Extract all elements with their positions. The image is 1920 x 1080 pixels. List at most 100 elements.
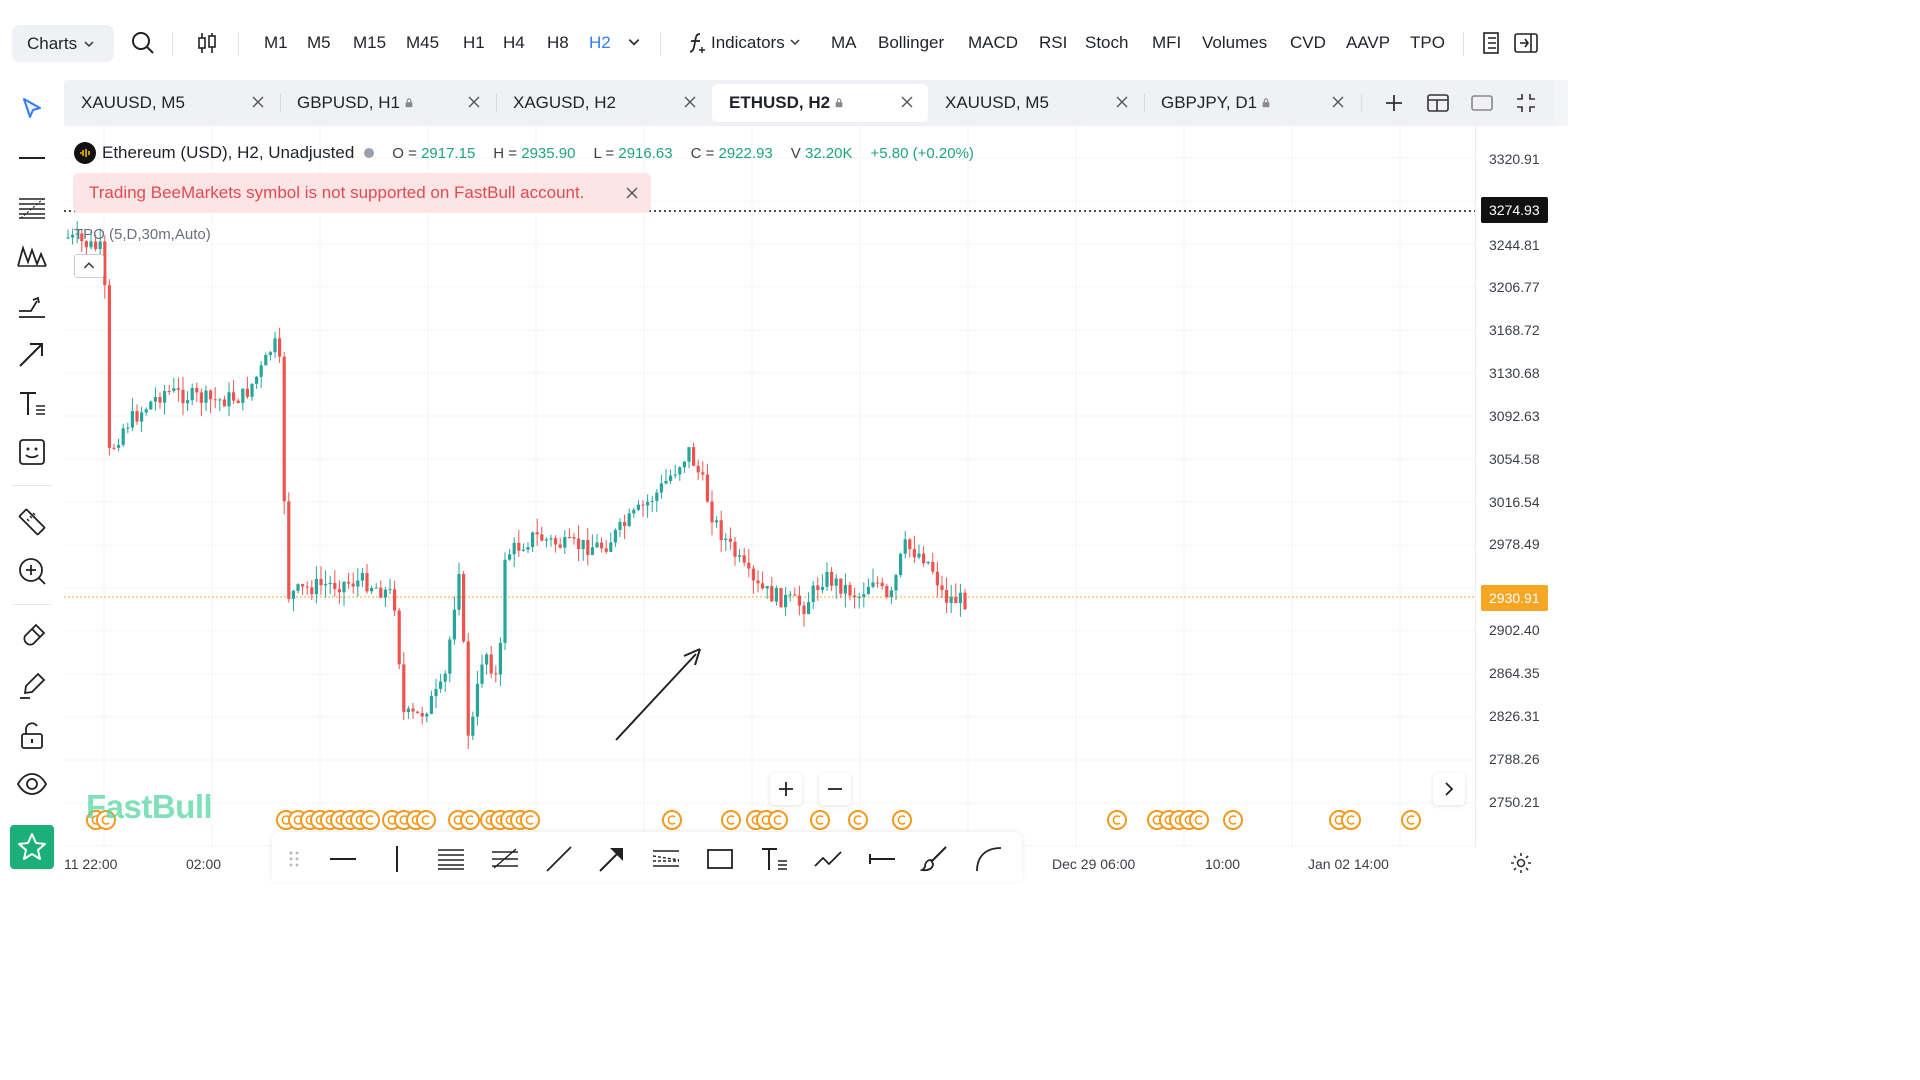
magnet-icon[interactable] xyxy=(16,621,48,653)
indicator-macd[interactable]: MACD xyxy=(968,33,1019,52)
text-tool-icon[interactable] xyxy=(759,844,789,874)
price-axis[interactable]: 3320.91 3244.81 3206.77 3168.72 3130.68 … xyxy=(1475,126,1568,848)
event-marker-icon[interactable] xyxy=(721,810,741,830)
indicator-stoch[interactable]: Stoch xyxy=(1085,33,1129,52)
indicator-cvd[interactable]: CVD xyxy=(1290,33,1326,52)
zoom-in-icon[interactable] xyxy=(16,555,48,587)
price-range-icon[interactable] xyxy=(867,844,897,874)
arc-icon[interactable] xyxy=(974,844,1004,874)
indicator-mfi[interactable]: MFI xyxy=(1152,33,1182,52)
candlestick-type-icon[interactable] xyxy=(194,30,220,56)
polyline-icon[interactable] xyxy=(813,844,843,874)
layout-icon[interactable] xyxy=(1427,92,1449,114)
tab-xauusd-m5[interactable]: XAUUSD, M5 xyxy=(64,84,279,122)
window-icon[interactable] xyxy=(1471,92,1493,114)
indicator-bollinger[interactable]: Bollinger xyxy=(878,33,945,52)
timeframe-m1[interactable]: M1 xyxy=(264,33,288,52)
fibonacci-icon[interactable] xyxy=(436,844,466,874)
indicator-rsi[interactable]: RSI xyxy=(1039,33,1068,52)
tab-gbpusd-h1[interactable]: GBPUSD, H1 xyxy=(280,84,495,122)
timeframe-m5[interactable]: M5 xyxy=(307,33,331,52)
tab-xauusd-m5-2[interactable]: XAUUSD, M5 xyxy=(928,84,1143,122)
tab-gbpjpy-d1[interactable]: GBPJPY, D1 xyxy=(1144,84,1359,122)
event-marker-icon[interactable] xyxy=(460,810,480,830)
event-marker-icon[interactable] xyxy=(848,810,868,830)
zoom-in-button[interactable] xyxy=(770,773,802,805)
lock-drawings-icon[interactable] xyxy=(16,720,48,752)
indicator-aavp[interactable]: AAVP xyxy=(1346,33,1391,52)
drawing-mode-icon[interactable] xyxy=(16,670,48,702)
arrow-tool-icon[interactable] xyxy=(597,844,627,874)
favorites-button[interactable] xyxy=(10,825,54,869)
close-icon[interactable] xyxy=(1115,95,1129,109)
indicators-dropdown[interactable]: Indicators xyxy=(711,33,801,53)
close-icon[interactable] xyxy=(467,95,481,109)
drawn-arrow[interactable] xyxy=(615,653,697,741)
close-icon[interactable] xyxy=(683,95,697,109)
timeframe-h8[interactable]: H8 xyxy=(547,33,569,52)
tpo-indicator-label[interactable]: TPO (5,D,30m,Auto) xyxy=(74,226,211,243)
object-tree-icon[interactable] xyxy=(1479,30,1505,56)
event-marker-icon[interactable] xyxy=(662,810,682,830)
projection-icon[interactable] xyxy=(16,290,48,322)
brush-icon[interactable] xyxy=(920,844,950,874)
settings-gear-icon[interactable] xyxy=(1509,851,1533,875)
collapse-indicators-button[interactable] xyxy=(74,254,104,278)
event-marker-icon[interactable] xyxy=(810,810,830,830)
vertical-line-icon[interactable] xyxy=(382,844,412,874)
tab-xagusd-h2[interactable]: XAGUSD, H2 xyxy=(496,84,711,122)
regression-channel-icon[interactable] xyxy=(651,844,681,874)
eye-icon[interactable] xyxy=(16,768,48,800)
candle xyxy=(393,580,397,617)
zoom-out-button[interactable] xyxy=(819,773,851,805)
timeframe-h1[interactable]: H1 xyxy=(463,33,485,52)
cursor-icon[interactable] xyxy=(16,94,48,126)
pattern-icon[interactable] xyxy=(16,240,48,272)
collapse-panel-icon[interactable] xyxy=(1513,30,1539,56)
event-marker-icon[interactable] xyxy=(768,810,788,830)
horizontal-line-icon[interactable] xyxy=(16,142,48,174)
event-marker-icon[interactable] xyxy=(96,810,116,830)
fullscreen-icon[interactable] xyxy=(1515,92,1537,114)
arrow-tool-icon[interactable] xyxy=(16,338,48,370)
trend-line-icon[interactable] xyxy=(544,844,574,874)
event-marker-icon[interactable] xyxy=(1107,810,1127,830)
event-marker-icon[interactable] xyxy=(416,810,436,830)
timeframe-h4[interactable]: H4 xyxy=(503,33,525,52)
scroll-to-realtime-button[interactable] xyxy=(1433,773,1465,805)
fibonacci-icon[interactable] xyxy=(16,192,48,224)
tab-ethusd-h2[interactable]: ETHUSD, H2 xyxy=(712,84,928,122)
indicator-volumes[interactable]: Volumes xyxy=(1202,33,1268,52)
charts-dropdown[interactable]: Charts xyxy=(12,25,114,62)
drag-handle-icon[interactable] xyxy=(284,844,304,874)
add-tab-icon[interactable] xyxy=(1383,92,1405,114)
candle xyxy=(71,228,75,245)
horizontal-line-icon[interactable] xyxy=(328,844,358,874)
close-icon[interactable] xyxy=(251,95,265,109)
rectangle-icon[interactable] xyxy=(705,844,735,874)
timeframe-m15[interactable]: M15 xyxy=(353,33,387,52)
search-icon[interactable] xyxy=(130,30,156,56)
timeframe-m45[interactable]: M45 xyxy=(406,33,440,52)
price-chart[interactable] xyxy=(64,126,1475,848)
parallel-channel-icon[interactable] xyxy=(490,844,520,874)
event-marker-icon[interactable] xyxy=(1341,810,1361,830)
event-marker-icon[interactable] xyxy=(892,810,912,830)
event-marker-icon[interactable] xyxy=(360,810,380,830)
ruler-icon[interactable] xyxy=(16,506,48,538)
symbol-title[interactable]: Ethereum (USD), H2, Unadjusted xyxy=(102,143,355,162)
event-marker-icon[interactable] xyxy=(520,810,540,830)
close-icon[interactable] xyxy=(625,186,639,200)
indicator-ma[interactable]: MA xyxy=(831,33,857,52)
close-icon[interactable] xyxy=(900,95,914,109)
candlestick-plot[interactable] xyxy=(64,126,1475,848)
close-icon[interactable] xyxy=(1331,95,1345,109)
timeframe-h2[interactable]: H2 xyxy=(589,33,611,52)
timeframe-chevron-down-icon[interactable] xyxy=(627,35,641,49)
event-marker-icon[interactable] xyxy=(1189,810,1209,830)
event-marker-icon[interactable] xyxy=(1401,810,1421,830)
indicator-tpo[interactable]: TPO xyxy=(1410,33,1445,52)
text-tool-icon[interactable] xyxy=(16,388,48,420)
event-marker-icon[interactable] xyxy=(1223,810,1243,830)
emoji-icon[interactable] xyxy=(16,436,48,468)
